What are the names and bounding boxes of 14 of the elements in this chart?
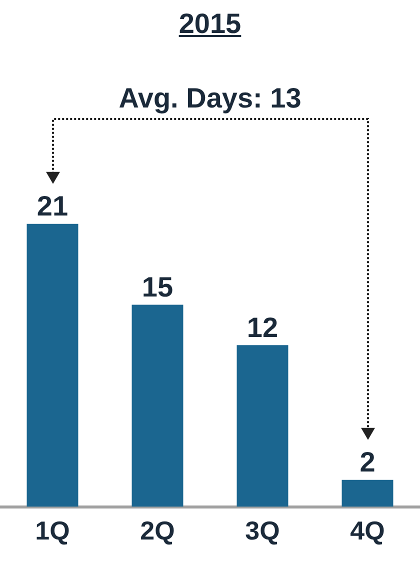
data-label: 2 xyxy=(360,446,376,478)
x-tick-label: 4Q xyxy=(350,516,385,546)
x-tick-label: 2Q xyxy=(140,516,175,546)
bar xyxy=(26,224,78,507)
text: Avg. Days: 13 xyxy=(118,82,302,114)
bar xyxy=(132,304,184,507)
data-label: 12 xyxy=(246,312,278,343)
bar xyxy=(342,480,394,507)
x-tick-label: 3Q xyxy=(245,516,280,546)
x-tick-label: 1Q xyxy=(35,516,70,546)
data-label: 15 xyxy=(142,271,174,302)
data-label: 21 xyxy=(36,190,68,222)
bar xyxy=(236,345,288,507)
chart-title: 2015 xyxy=(178,8,242,40)
